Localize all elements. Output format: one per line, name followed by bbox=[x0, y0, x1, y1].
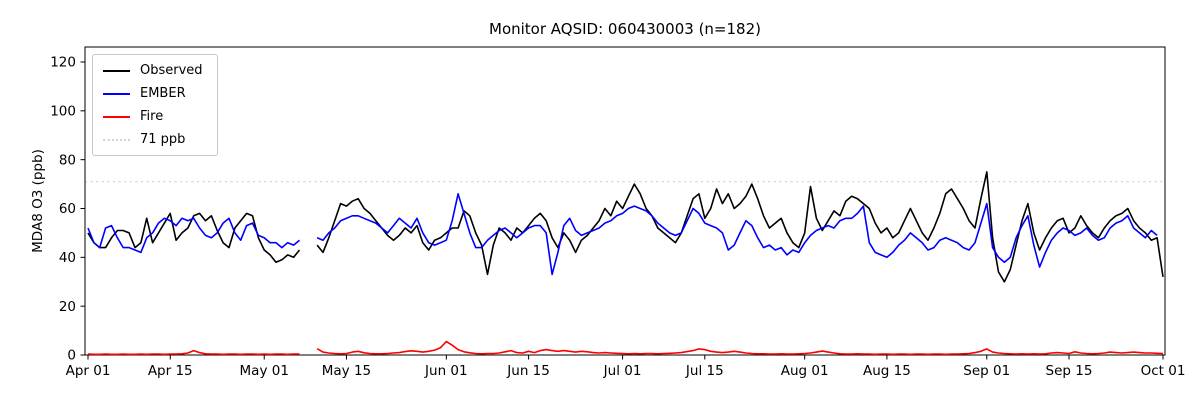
legend: Observed EMBER Fire 71 ppb bbox=[92, 54, 218, 156]
x-axis-tick-label: Apr 15 bbox=[148, 363, 193, 379]
y-axis-tick-label: 100 bbox=[50, 103, 76, 119]
threshold-line-swatch bbox=[103, 138, 130, 141]
observed-line-swatch bbox=[103, 69, 130, 72]
fire-line-swatch bbox=[103, 115, 130, 118]
y-axis-tick-label: 120 bbox=[50, 55, 76, 71]
fire-line bbox=[87, 340, 1164, 356]
legend-item-ember: EMBER bbox=[103, 86, 203, 101]
legend-label-ember: EMBER bbox=[140, 86, 186, 101]
legend-label-fire: Fire bbox=[140, 109, 164, 124]
x-axis-tick-label: Apr 01 bbox=[66, 363, 111, 379]
ember-line bbox=[87, 193, 1158, 276]
x-axis-tick-label: Jun 01 bbox=[424, 363, 468, 379]
observed-line bbox=[87, 171, 1164, 283]
x-axis-tick-label: May 15 bbox=[322, 363, 371, 379]
legend-item-threshold: 71 ppb bbox=[103, 132, 203, 147]
x-axis-tick-label: Jul 15 bbox=[685, 363, 724, 379]
y-axis-tick-label: 40 bbox=[59, 250, 76, 266]
legend-item-fire: Fire bbox=[103, 109, 203, 124]
x-axis-tick-label: Aug 15 bbox=[863, 363, 911, 379]
x-axis-tick-label: Jun 15 bbox=[506, 363, 550, 379]
x-axis-tick-label: Aug 01 bbox=[781, 363, 829, 379]
x-axis-tick-label: Jul 01 bbox=[603, 363, 642, 379]
y-axis-tick-label: 80 bbox=[59, 152, 76, 168]
legend-label-observed: Observed bbox=[140, 63, 203, 78]
legend-label-threshold: 71 ppb bbox=[140, 132, 186, 147]
legend-item-observed: Observed bbox=[103, 63, 203, 78]
x-axis-tick-label: May 01 bbox=[240, 363, 289, 379]
plot-border bbox=[84, 46, 1166, 356]
x-axis-tick-label: Sep 01 bbox=[963, 363, 1010, 379]
y-axis-tick-label: 20 bbox=[59, 299, 76, 315]
x-axis-tick-label: Sep 15 bbox=[1046, 363, 1093, 379]
ember-line-swatch bbox=[103, 92, 130, 95]
y-axis-tick-label: 0 bbox=[67, 348, 76, 364]
y-axis-tick-label: 60 bbox=[59, 201, 76, 217]
chart-title: Monitor AQSID: 060430003 (n=182) bbox=[489, 20, 761, 38]
x-axis-tick-label: Oct 01 bbox=[1141, 363, 1186, 379]
y-axis-label: MDA8 O3 (ppb) bbox=[30, 149, 46, 253]
